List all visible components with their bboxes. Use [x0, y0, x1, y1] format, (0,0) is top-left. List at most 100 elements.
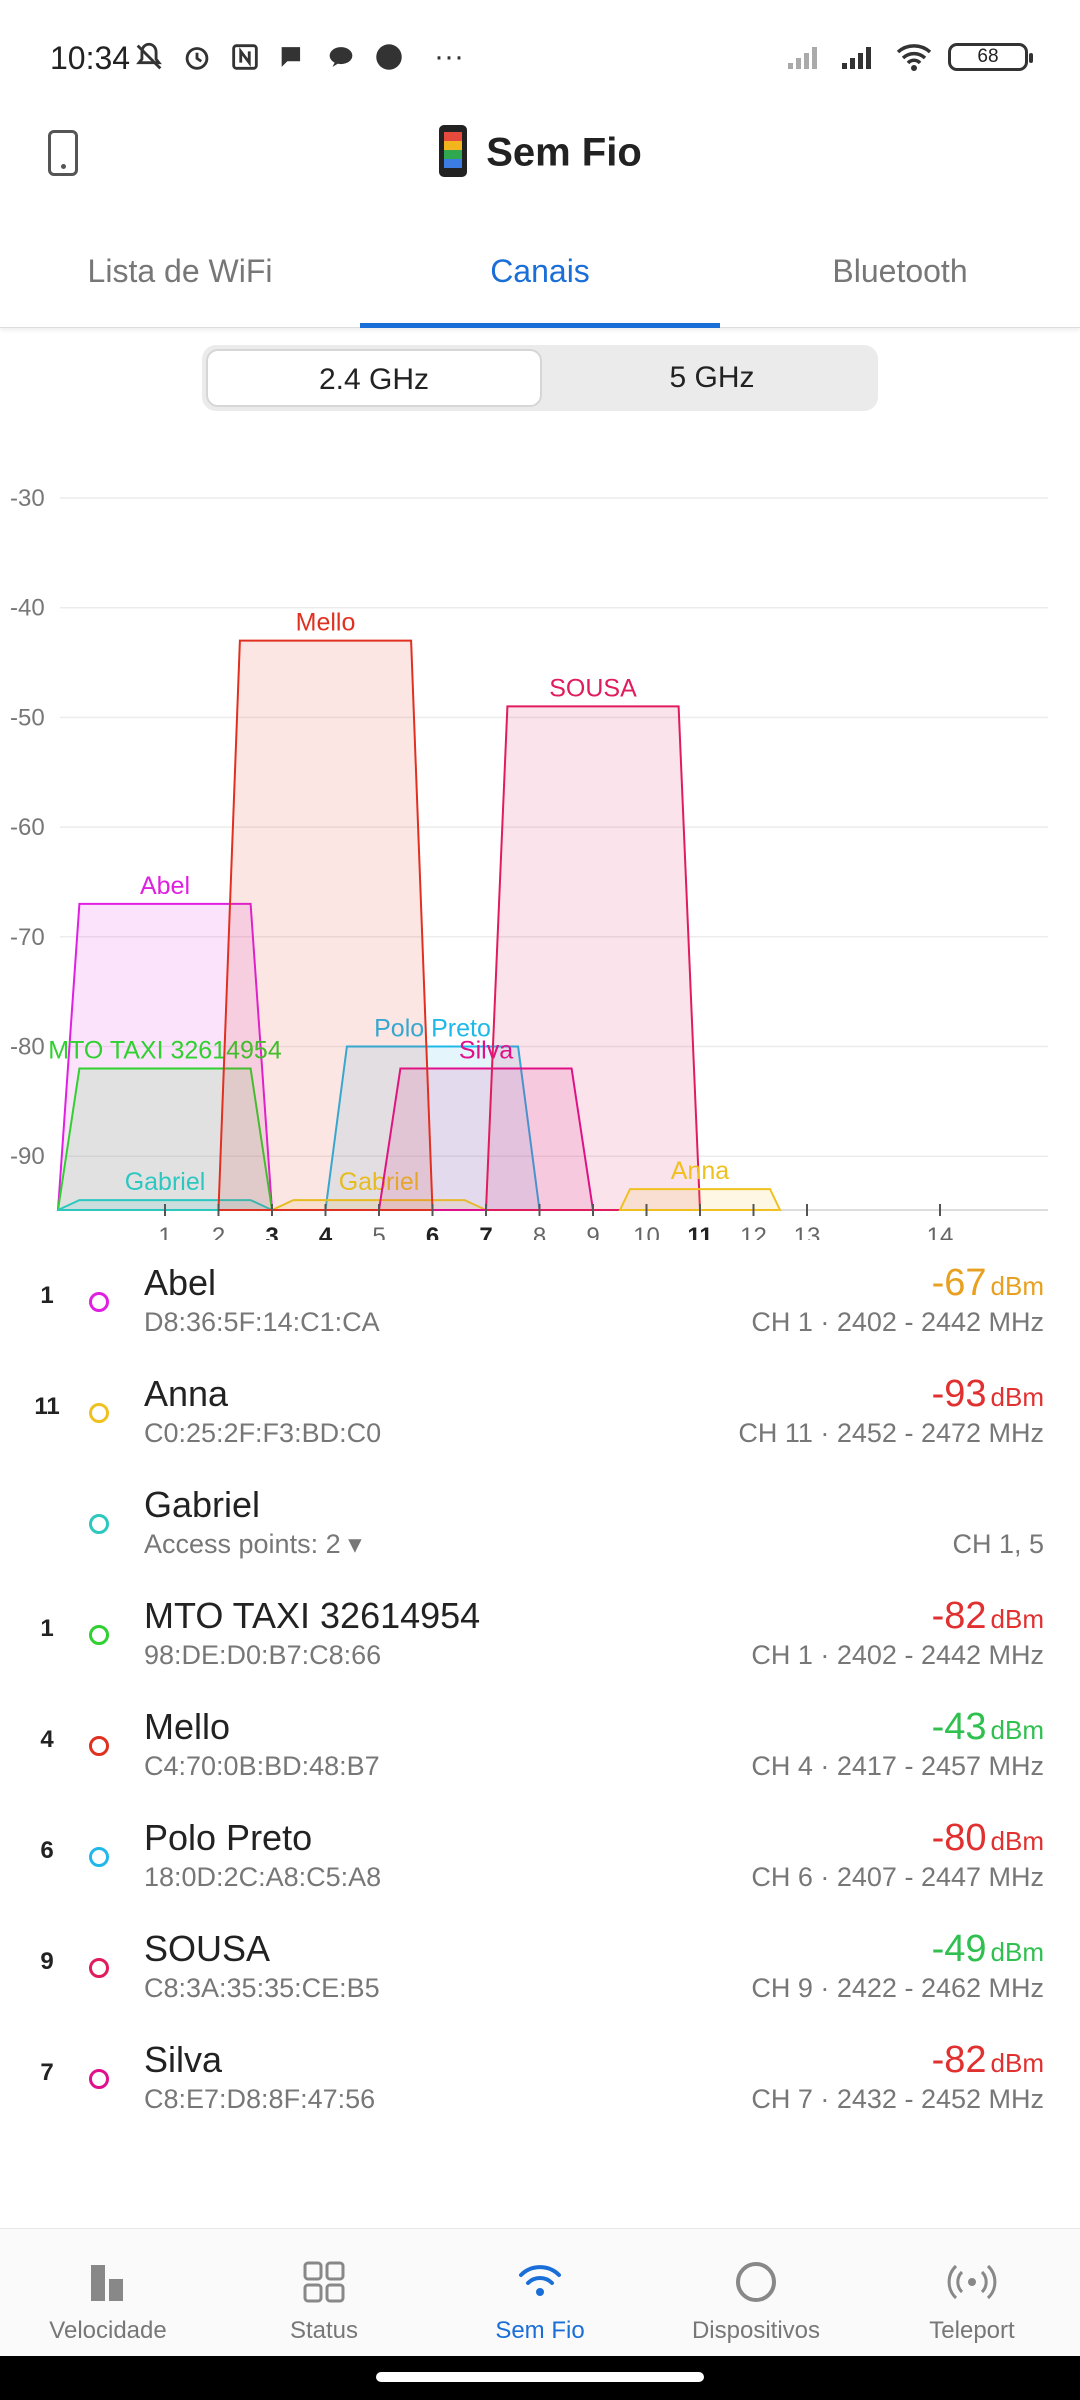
network-list: 1 Abel D8:36:5F:14:C1:CA -67 dBm CH 1 · 2402 … [0, 1250, 1080, 2138]
signal-unit: dBm [990, 1382, 1044, 1412]
channel-frequency: CH 11 · 2452 - 2472 MHz [738, 1418, 1044, 1448]
signal-unit: dBm [990, 1604, 1044, 1634]
x-tick-label: 5 [372, 1223, 385, 1240]
x-tick-label: 2 [212, 1223, 225, 1240]
network-mac[interactable]: Access points: 2 ▾ [144, 1529, 362, 1559]
network-row[interactable]: 11 Anna C0:25:2F:F3:BD:C0 -93 dBm CH 11 · 245… [0, 1361, 1080, 1472]
network-color-dot [89, 1958, 109, 1978]
channel-frequency: CH 1 · 2402 - 2442 MHz [751, 1307, 1044, 1337]
signal-value: -49 [931, 1928, 987, 1970]
signal-value: -82 [931, 2039, 987, 2081]
x-tick-label: 3 [265, 1223, 278, 1240]
device-icon[interactable] [48, 130, 78, 176]
nav-label: Teleport [929, 2317, 1015, 2344]
network-color-dot [89, 1625, 109, 1645]
nav-dispositivos[interactable]: Dispositivos [648, 2229, 864, 2357]
network-row[interactable]: 4 Mello C4:70:0B:BD:48:B7 -43 dBm CH 4 · 2417… [0, 1694, 1080, 1805]
network-row[interactable]: 1 MTO TAXI 32614954 98:DE:D0:B7:C8:66 -82 dB… [0, 1583, 1080, 1694]
channel-frequency: CH 7 · 2432 - 2452 MHz [751, 2084, 1044, 2114]
network-color-dot [89, 1736, 109, 1756]
band-selector: 2.4 GHz 5 GHz [202, 345, 878, 411]
series-label: Abel [140, 872, 190, 900]
series-label: MTO TAXI 32614954 [48, 1036, 282, 1064]
nav-velocidade[interactable]: Velocidade [0, 2229, 216, 2357]
series-label: SOUSA [549, 674, 637, 702]
gesture-bar-area [0, 2356, 1080, 2400]
tab-lista-de-wifi[interactable]: Lista de WiFi [87, 253, 273, 289]
x-tick-label: 8 [533, 1223, 546, 1240]
channel-number: 6 [40, 1837, 54, 1864]
signal-value: -80 [931, 1817, 987, 1859]
signal-value: -43 [931, 1706, 987, 1748]
circle-icon [736, 2262, 776, 2302]
network-row[interactable]: 7 Silva C8:E7:D8:8F:47:56 -82 dBm CH 7 · 2432… [0, 2027, 1080, 2138]
network-color-dot [89, 1847, 109, 1867]
page-title: Sem Fio [0, 125, 1080, 182]
channel-number: 7 [40, 2059, 54, 2086]
band-5ghz-button[interactable]: 5 GHz [669, 361, 755, 394]
nav-teleport[interactable]: Teleport [864, 2229, 1080, 2357]
message-icon [281, 47, 301, 67]
x-tick-label: 11 [687, 1223, 712, 1240]
channel-frequency: CH 1, 5 [952, 1529, 1044, 1559]
network-color-dot [89, 1292, 109, 1312]
series-mello [217, 639, 434, 1211]
nav-sem-fio[interactable]: Sem Fio [432, 2229, 648, 2357]
status-time: 10:34 [50, 40, 131, 76]
grid-icon [303, 2261, 345, 2303]
bar-chart-icon [91, 2265, 123, 2301]
signal-unit: dBm [990, 1715, 1044, 1745]
teleport-icon [947, 2264, 997, 2300]
network-mac: C8:3A:35:35:CE:B5 [144, 1973, 380, 2003]
x-tick-label: 14 [927, 1223, 954, 1240]
channel-frequency: CH 6 · 2407 - 2447 MHz [751, 1862, 1044, 1892]
x-tick-label: 4 [319, 1223, 333, 1240]
wifi-status-icon [896, 44, 932, 71]
channel-frequency: CH 1 · 2402 - 2442 MHz [751, 1640, 1044, 1670]
signal-value: -93 [931, 1373, 987, 1415]
signal-strength [1040, 1484, 1044, 1527]
network-row[interactable]: 1 Abel D8:36:5F:14:C1:CA -67 dBm CH 1 · 2402 … [0, 1250, 1080, 1361]
signal-unit: dBm [990, 1826, 1044, 1856]
signal-unit: dBm [990, 2048, 1044, 2078]
messenger-icon [376, 44, 402, 70]
channel-frequency: CH 9 · 2422 - 2462 MHz [751, 1973, 1044, 2003]
band-2-4ghz-button[interactable]: 2.4 GHz [206, 349, 542, 407]
nfc-icon [232, 44, 258, 70]
nav-status[interactable]: Status [216, 2229, 432, 2357]
channel-number: 1 [40, 1615, 54, 1642]
network-row[interactable]: 9 SOUSA C8:3A:35:35:CE:B5 -49 dBm CH 9 · 2422… [0, 1916, 1080, 2027]
network-name: Abel [144, 1262, 217, 1303]
home-indicator [376, 2372, 704, 2382]
channel-number: 1 [40, 1282, 54, 1309]
y-tick-label: -70 [10, 924, 45, 951]
signal-icon-2 [842, 47, 871, 69]
network-name: MTO TAXI 32614954 [144, 1595, 481, 1636]
network-mac: C4:70:0B:BD:48:B7 [144, 1751, 380, 1781]
system-icons: 68 [786, 42, 1033, 72]
chat-icon [329, 47, 353, 67]
y-tick-label: -60 [10, 814, 45, 841]
network-row[interactable]: Gabriel Access points: 2 ▾ CH 1, 5 [0, 1472, 1080, 1583]
network-name: SOUSA [144, 1928, 271, 1969]
network-row[interactable]: 6 Polo Preto 18:0D:2C:A8:C5:A8 -80 dBm CH 6 ·… [0, 1805, 1080, 1916]
bell-muted-icon [136, 42, 162, 70]
series-anna [618, 1188, 782, 1211]
status-bar: 10:34 ··· 68 [0, 0, 1080, 100]
signal-strength: -93 dBm [932, 1373, 1044, 1416]
channel-number: 11 [34, 1393, 60, 1420]
nav-label: Dispositivos [691, 2317, 821, 2344]
tab-canais[interactable]: Canais [360, 235, 720, 328]
nav-label: Velocidade [49, 2317, 167, 2344]
channel-number: 9 [40, 1948, 54, 1975]
series-label: Gabriel [339, 1168, 420, 1196]
y-tick-label: -80 [10, 1034, 45, 1061]
signal-value: -82 [931, 1595, 987, 1637]
signal-strength: -80 dBm [932, 1817, 1044, 1860]
network-name: Anna [144, 1373, 229, 1414]
series-label: Gabriel [125, 1168, 206, 1196]
tab-bluetooth[interactable]: Bluetooth [832, 253, 968, 289]
app-bar: Sem Fio [0, 110, 1080, 200]
series-label: Mello [296, 609, 356, 637]
tab-bar: Lista de WiFi Canais Bluetooth [0, 235, 1080, 328]
